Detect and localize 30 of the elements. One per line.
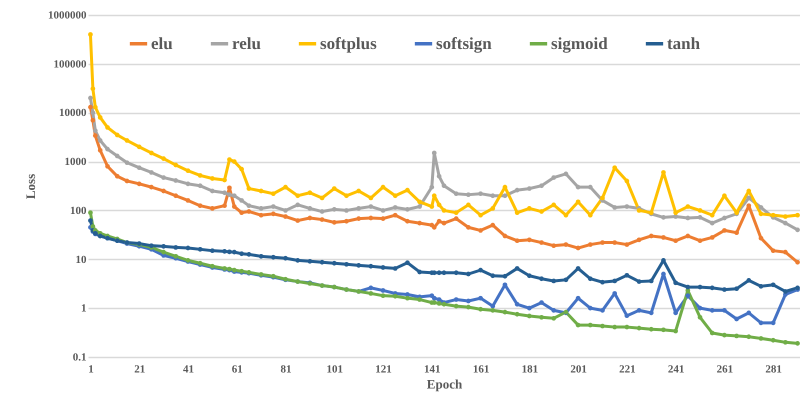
legend-label: relu [232,34,261,53]
x-tick-label: 241 [668,364,684,376]
x-tick-label: 201 [570,364,587,376]
x-tick-label: 281 [765,364,782,376]
x-tick-label: 41 [182,364,194,376]
legend-label: sigmoid [551,34,608,53]
y-tick-label: 1000000 [48,10,87,22]
x-tick-label: 61 [232,364,243,376]
y-tick-label: 100 [70,204,87,217]
y-tick-label: 0.1 [72,352,86,364]
y-axis-title: Loss [23,174,38,200]
legend-label: softsign [436,34,492,53]
x-tick-label: 101 [326,364,344,376]
legend-label: tanh [667,34,701,53]
legend-label: softplus [320,34,378,53]
y-tick-label: 10000 [59,107,87,120]
x-tick-label: 181 [522,364,538,376]
x-tick-label: 161 [472,364,490,376]
y-tick-label: 1 [81,302,86,315]
legend-label: elu [151,34,173,53]
y-tick-label: 100000 [54,58,87,70]
y-tick-label: 10 [76,254,87,266]
x-axis-title: Epoch [426,376,463,392]
x-tick-label: 81 [280,364,292,376]
x-tick-label: 261 [716,364,734,376]
x-tick-label: 221 [619,364,636,376]
x-tick-label: 21 [134,364,146,376]
x-tick-label: 141 [424,364,441,376]
x-tick-label: 121 [375,364,392,376]
y-tick-label: 1000 [64,156,87,168]
